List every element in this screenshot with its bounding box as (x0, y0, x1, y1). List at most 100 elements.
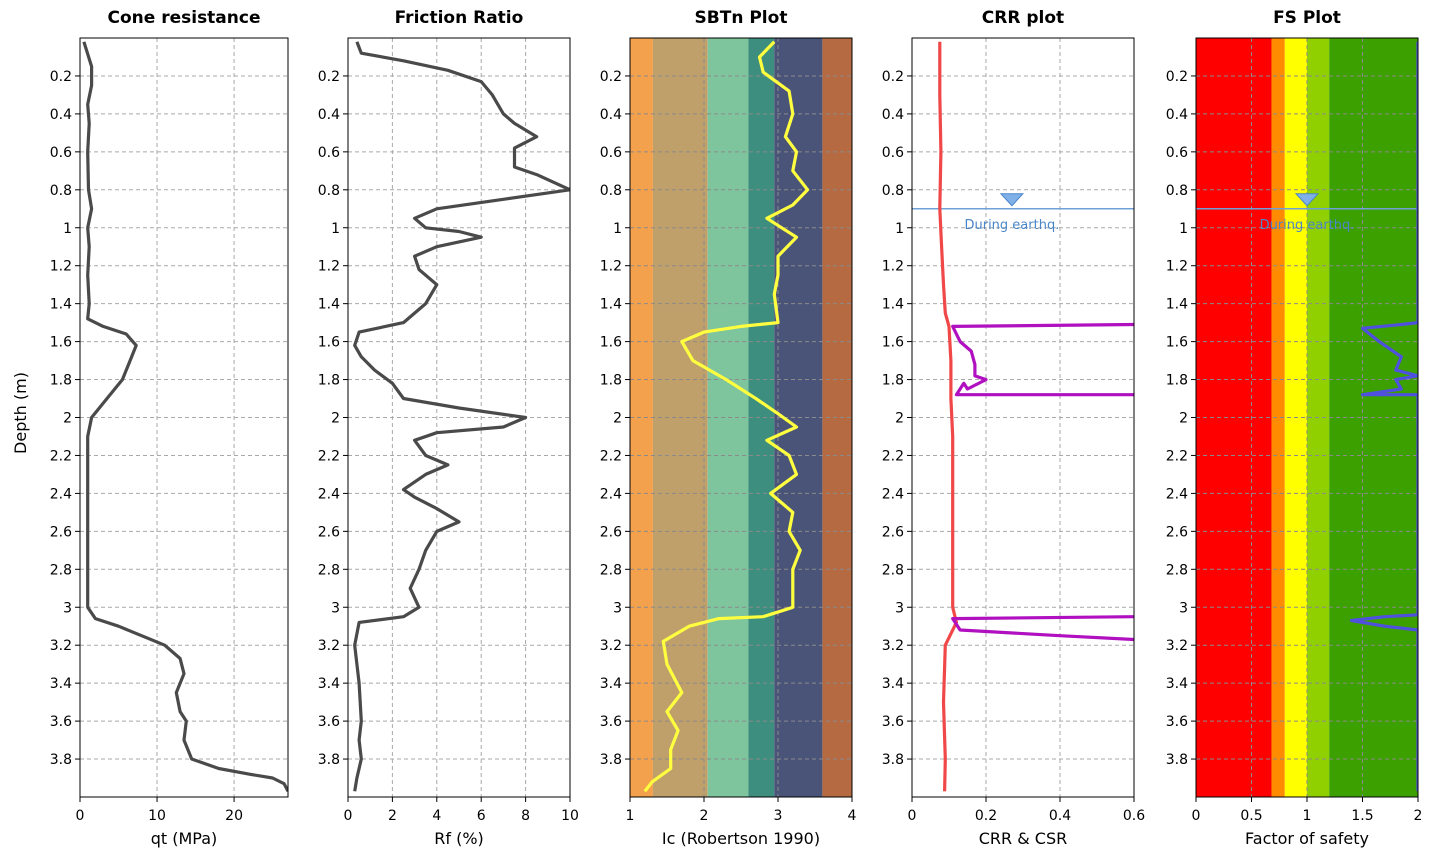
y-tick-label: 0.8 (600, 183, 622, 199)
y-tick-label: 3 (63, 600, 72, 616)
chart-title: Friction Ratio (395, 8, 524, 28)
y-tick-label: 1.8 (318, 373, 340, 389)
water-table-label: During earthq. (964, 218, 1059, 233)
plot-frame (347, 37, 571, 798)
y-tick-label: 0.2 (1166, 69, 1188, 85)
y-tick-label: 3.4 (50, 676, 72, 692)
y-tick-label: 2.4 (600, 486, 622, 502)
y-tick-label: 3.8 (318, 752, 340, 768)
water-table-label: During earthq. (1260, 218, 1355, 233)
x-tick-label: 0.6 (1123, 808, 1145, 824)
y-tick-label: 3.6 (882, 714, 904, 730)
x-tick-label: 0.5 (1240, 808, 1262, 824)
y-tick-label: 3.4 (1166, 676, 1188, 692)
y-tick-label: 1.2 (1166, 259, 1188, 275)
chart-panel-2: Friction Ratio 0.2 0.4 0.6 0.8 1 1.2 1.4 1.6 1.8 2… (318, 8, 579, 848)
y-tick-label: 3.2 (1166, 638, 1188, 654)
x-tick-label: 1.5 (1351, 808, 1373, 824)
chart-title: Cone resistance (108, 8, 261, 28)
y-tick-label: 1.4 (318, 297, 340, 313)
x-tick-label: 0.4 (1049, 808, 1071, 824)
y-tick-label: 1.4 (50, 297, 72, 313)
y-tick-label: 2.8 (600, 562, 622, 578)
series-line-csr (938, 41, 958, 792)
chart-title: SBTn Plot (695, 8, 788, 28)
y-tick-label: 2.4 (1166, 486, 1188, 502)
x-tick-label: 0 (76, 808, 85, 824)
y-tick-label: 1.8 (600, 373, 622, 389)
y-tick-label: 2.2 (882, 448, 904, 464)
x-tick-label: 20 (225, 808, 243, 824)
x-tick-label: 0.2 (975, 808, 997, 824)
y-tick-label: 2.8 (50, 562, 72, 578)
y-tick-label: 2.2 (1166, 448, 1188, 464)
x-tick-label: 0 (908, 808, 917, 824)
y-tick-label: 1.2 (318, 259, 340, 275)
y-tick-label: 0.2 (882, 69, 904, 85)
series-line-crr (951, 615, 1134, 642)
y-tick-label: 3.6 (600, 714, 622, 730)
y-tick-label: 0.8 (1166, 183, 1188, 199)
y-tick-label: 2 (895, 411, 904, 427)
y-tick-label: 0.4 (882, 107, 904, 123)
x-axis-label: CRR & CSR (979, 829, 1068, 848)
y-tick-label: 2 (613, 411, 622, 427)
y-tick-label: 0.2 (318, 69, 340, 85)
y-tick-label: 1 (895, 221, 904, 237)
x-tick-label: 4 (848, 808, 857, 824)
y-tick-label: 2.8 (882, 562, 904, 578)
y-tick-label: 2 (1179, 411, 1188, 427)
y-tick-label: 3.4 (882, 676, 904, 692)
chart-panel-3: SBTn Plot 0.2 0.4 0.6 0.8 1 1.2 1.4 1.6 1.8 2 2.2 2.… (600, 8, 857, 848)
y-tick-label: 2.4 (882, 486, 904, 502)
y-tick-label: 2.2 (600, 448, 622, 464)
y-tick-label: 0.6 (882, 145, 904, 161)
x-tick-label: 4 (432, 808, 441, 824)
x-tick-label: 2 (388, 808, 397, 824)
series-line-1 (353, 41, 570, 792)
y-tick-label: 3.2 (882, 638, 904, 654)
y-tick-label: 1.8 (50, 373, 72, 389)
x-tick-label: 10 (561, 808, 579, 824)
y-tick-label: 3.4 (600, 676, 622, 692)
y-tick-label: 1.2 (882, 259, 904, 275)
y-tick-label: 0.6 (600, 145, 622, 161)
y-tick-label: 3 (895, 600, 904, 616)
y-tick-label: 1.8 (882, 373, 904, 389)
y-tick-label: 3.6 (318, 714, 340, 730)
x-tick-label: 0 (344, 808, 353, 824)
y-tick-label: 2.4 (50, 486, 72, 502)
chart-title: FS Plot (1273, 8, 1341, 28)
y-tick-label: 2.2 (318, 448, 340, 464)
y-tick-label: 1.4 (882, 297, 904, 313)
chart-panel-5: During earthq. FS Plot 0.2 0.4 0.6 0.8 1 1.2 1.4… (1166, 8, 1423, 848)
x-tick-label: 1 (1303, 808, 1312, 824)
y-tick-label: 0.2 (600, 69, 622, 85)
y-tick-label: 3.2 (318, 638, 340, 654)
y-tick-label: 3.2 (600, 638, 622, 654)
y-tick-label: 0.4 (600, 107, 622, 123)
y-tick-label: 1.6 (1166, 335, 1188, 351)
y-tick-label: 0.4 (1166, 107, 1188, 123)
y-tick-label: 2.2 (50, 448, 72, 464)
x-tick-label: 0 (1192, 808, 1201, 824)
y-tick-label: 2 (63, 411, 72, 427)
y-tick-label: 1.6 (882, 335, 904, 351)
chart-panel-4: During earthq. CRR plot 0.2 0.4 0.6 0.8 1 1.2 1.… (882, 8, 1145, 848)
y-tick-label: 2.4 (318, 486, 340, 502)
y-tick-label: 3 (1179, 600, 1188, 616)
y-tick-label: 3.8 (882, 752, 904, 768)
y-tick-label: 0.8 (318, 183, 340, 199)
y-tick-label: 1.8 (1166, 373, 1188, 389)
x-axis-label: qt (MPa) (151, 829, 218, 848)
y-tick-label: 1.4 (600, 297, 622, 313)
y-tick-label: 0.6 (1166, 145, 1188, 161)
y-tick-label: 2.6 (50, 524, 72, 540)
y-tick-label: 2.8 (318, 562, 340, 578)
x-tick-label: 1 (626, 808, 635, 824)
y-tick-label: 0.6 (318, 145, 340, 161)
x-tick-label: 8 (521, 808, 530, 824)
y-tick-label: 1.6 (600, 335, 622, 351)
y-tick-label: 3.4 (318, 676, 340, 692)
